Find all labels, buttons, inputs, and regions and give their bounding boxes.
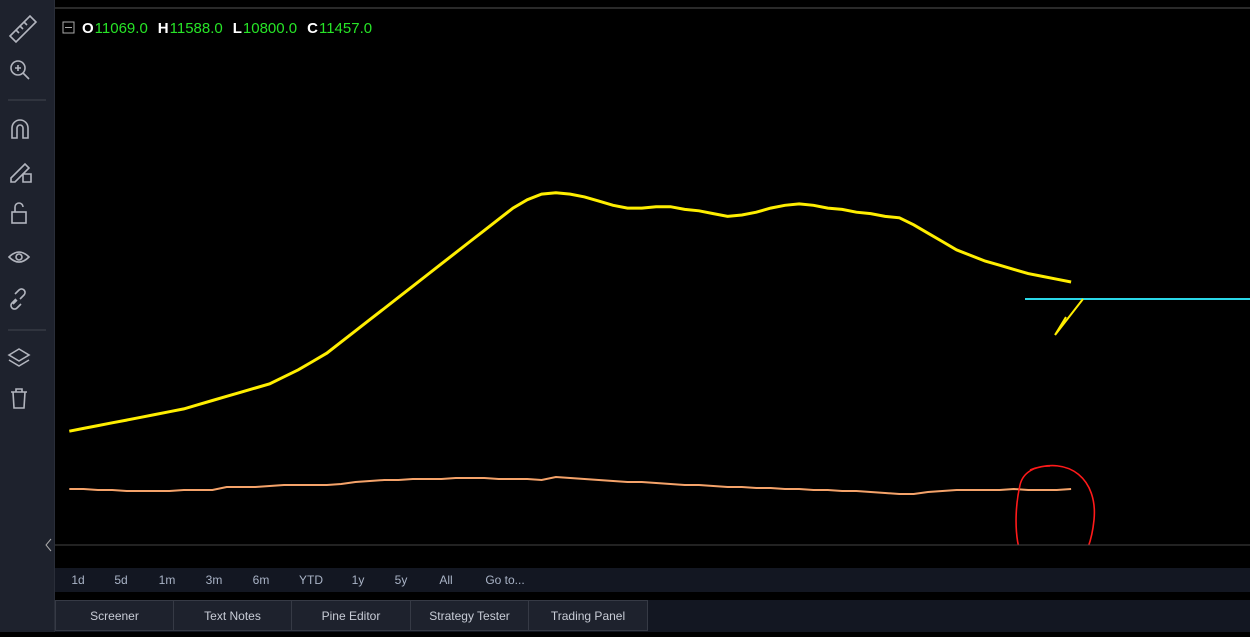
lock-draw-icon[interactable]	[10, 162, 32, 183]
legend-value: 10800.0	[243, 20, 297, 37]
zoom-icon[interactable]	[10, 60, 30, 80]
unlock-icon[interactable]	[11, 202, 27, 224]
legend-value: 11457.0	[319, 20, 372, 37]
ruler-icon[interactable]	[8, 14, 38, 44]
magnet-icon[interactable]	[11, 119, 29, 139]
timeframe-button[interactable]: All	[439, 573, 453, 587]
timeframe-button[interactable]: YTD	[299, 573, 323, 587]
timeframe-button[interactable]: 5d	[114, 573, 128, 587]
left-toolbar	[0, 0, 55, 632]
volume-ma-line	[69, 475, 1072, 495]
timeframe-button[interactable]: 1y	[351, 573, 365, 587]
legend-toggle[interactable]	[62, 21, 75, 34]
toolbar-icons	[7, 14, 46, 409]
tab[interactable]: Text Notes	[173, 600, 292, 631]
legend-label: O	[82, 20, 94, 37]
timeframe-bar	[55, 568, 1250, 592]
timeframe-button[interactable]: 3m	[205, 573, 223, 587]
legend-label: H	[158, 20, 169, 37]
legend-label: L	[233, 20, 242, 37]
triangle-drawing[interactable]	[1054, 298, 1084, 336]
legend-value: 11069.0	[95, 20, 148, 37]
legend-value: 11588.0	[170, 20, 223, 37]
timeframe-button[interactable]: 1m	[158, 573, 176, 587]
timeframe-button[interactable]: 1d	[71, 573, 85, 587]
trash-icon[interactable]	[11, 388, 27, 409]
layers-icon[interactable]	[7, 348, 31, 367]
collapse-arrow[interactable]	[45, 538, 52, 552]
tab[interactable]: Trading Panel	[528, 600, 648, 631]
timeframe-button[interactable]: 5y	[394, 573, 408, 587]
moving-average-line	[69, 191, 1072, 433]
tab[interactable]: Pine Editor	[291, 600, 411, 631]
timeframe-button[interactable]: 6m	[252, 573, 270, 587]
time-axis	[55, 545, 1250, 568]
legend-label: C	[307, 20, 318, 37]
goto-button[interactable]: Go to...	[485, 573, 525, 587]
chart: 21Dec111920181523Feb O11069.0H11588.0L10…	[45, 7, 1250, 580]
tab[interactable]: Screener	[55, 600, 174, 631]
eye-icon[interactable]	[7, 251, 31, 263]
tab[interactable]: Strategy Tester	[410, 600, 529, 631]
link-icon[interactable]	[10, 288, 26, 310]
